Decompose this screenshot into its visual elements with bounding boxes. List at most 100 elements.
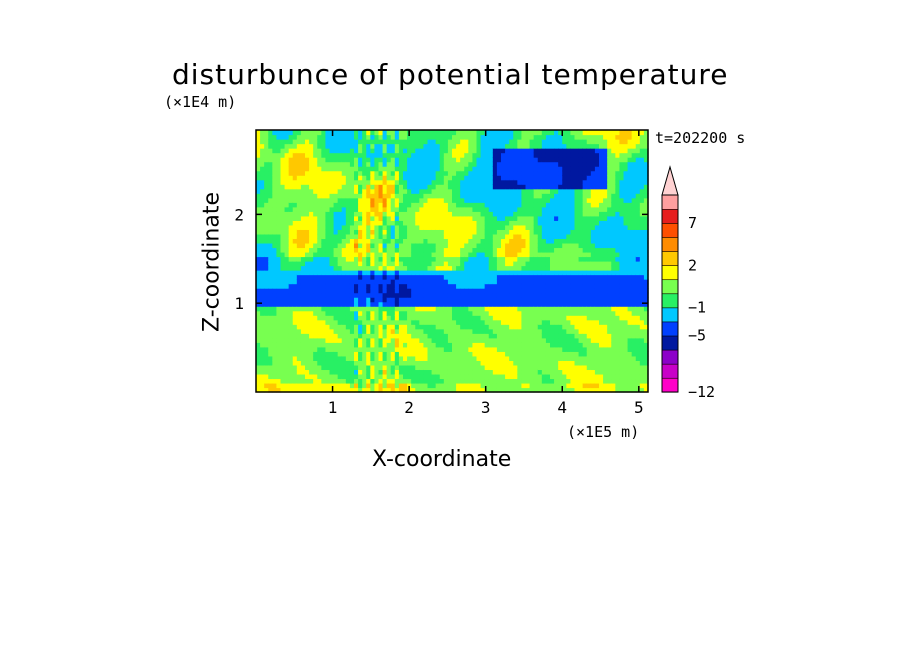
field-cell [537,319,543,325]
field-cell [276,283,282,289]
field-cell [468,333,474,339]
field-cell [590,139,596,145]
field-cell [345,265,351,271]
field-cell [439,247,445,253]
field-cell [525,283,531,289]
field-cell [443,233,449,240]
field-cell [419,211,425,217]
field-cell [496,202,502,208]
field-cell [256,378,261,384]
field-cell [550,373,555,380]
field-cell [480,224,486,230]
field-cell [582,188,588,194]
field-cell [472,193,478,199]
field-cell [582,279,588,285]
field-cell [268,283,273,289]
field-cell [435,337,441,343]
field-cell [305,306,310,312]
field-cell [590,238,596,244]
field-cell [345,342,351,348]
field-cell [403,382,408,389]
field-cell [427,238,433,244]
field-cell [492,328,498,334]
field-cell [390,157,396,163]
field-cell [554,224,559,230]
field-cell [354,247,359,253]
field-cell [284,211,290,217]
field-cell [256,148,261,154]
field-cell [529,306,535,312]
field-cell [443,161,449,167]
field-cell [590,337,596,343]
field-cell [370,315,376,321]
field-cell [554,188,559,194]
field-cell [398,256,404,262]
field-cell [431,360,437,366]
field-cell [378,152,384,158]
field-cell [329,328,335,334]
field-cell [517,251,523,258]
field-cell [509,256,514,262]
field-cell [501,251,506,258]
field-cell [317,378,322,384]
field-cell [431,355,437,361]
field-cell [264,378,269,384]
field-cell [272,197,278,203]
field-cell [447,229,453,235]
field-cell [345,251,351,258]
field-cell [533,364,539,371]
field-cell [443,351,449,357]
field-cell [260,152,265,158]
field-cell [472,333,478,339]
field-cell [476,166,482,172]
field-cell [305,355,310,361]
field-cell [529,251,535,258]
field-cell [488,193,494,199]
field-cell [541,283,547,289]
field-cell [599,306,604,312]
field-cell [456,197,461,203]
field-cell [574,319,580,325]
field-cell [603,297,608,303]
field-cell [439,170,445,176]
field-cell [366,157,371,163]
field-cell [447,152,453,158]
field-cell [574,355,580,361]
field-cell [423,166,429,172]
field-cell [337,360,343,366]
field-cell [537,215,543,221]
field-cell [443,247,449,253]
field-cell [374,242,380,249]
field-cell [586,193,592,199]
field-cell [558,319,563,325]
field-cell [456,166,461,172]
field-cell [300,342,306,348]
field-cell [260,315,265,321]
field-cell [362,139,367,145]
field-cell [309,301,314,307]
field-cell [382,310,388,316]
field-cell [264,261,269,267]
field-cell [599,387,604,393]
field-cell [533,319,539,325]
field-cell [554,247,559,253]
field-cell [333,166,339,172]
field-cell [537,170,543,176]
field-cell [362,387,367,393]
field-cell [566,382,572,389]
field-cell [280,297,286,303]
field-cell [492,152,498,158]
field-cell [574,184,580,190]
field-cell [423,279,429,285]
field-cell [366,292,371,298]
field-cell [484,233,490,240]
field-cell [550,247,555,253]
field-cell [505,143,510,149]
field-cell [496,382,502,389]
field-cell [370,256,376,262]
field-cell [439,382,445,389]
field-cell [407,134,412,140]
field-cell [390,310,396,316]
field-cell [341,193,347,199]
field-cell [398,292,404,298]
